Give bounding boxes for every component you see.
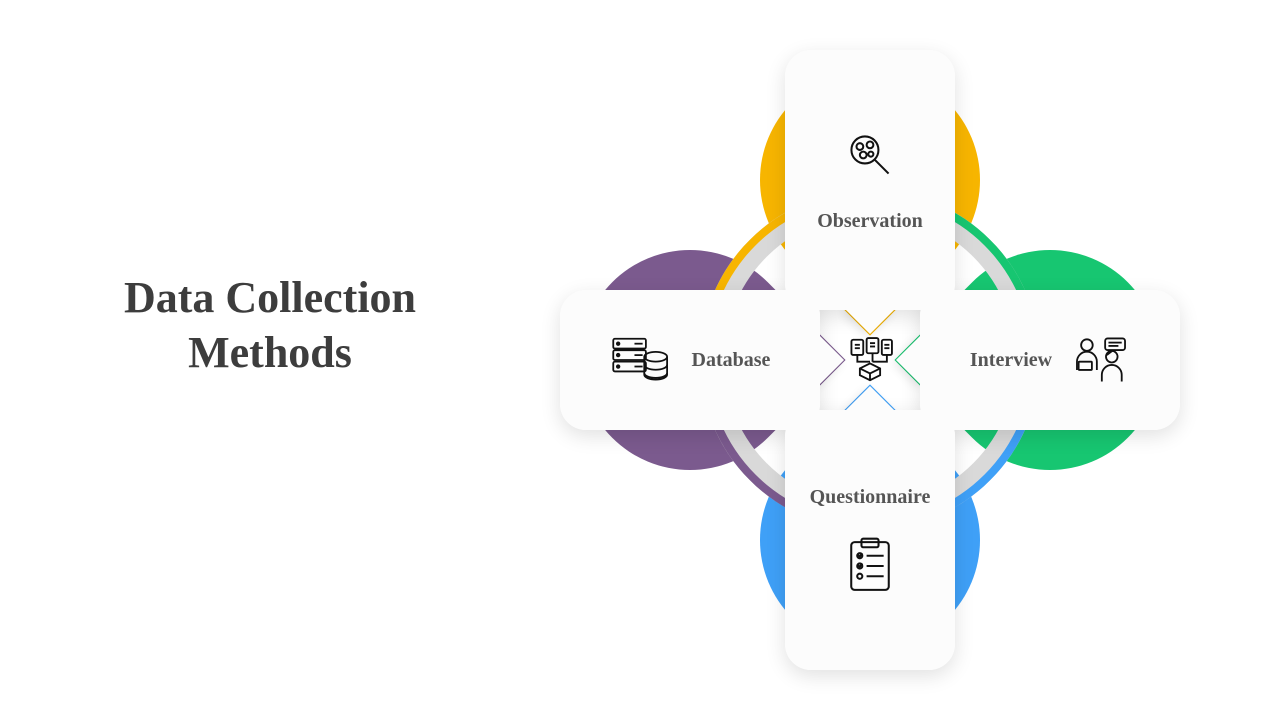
card-questionnaire-label: Questionnaire — [810, 486, 931, 509]
card-interview: Interview — [920, 290, 1180, 430]
card-questionnaire: Questionnaire — [785, 410, 955, 670]
card-observation: Observation — [785, 50, 955, 310]
card-database-label: Database — [692, 349, 771, 372]
questionnaire-icon — [845, 537, 895, 595]
observation-icon — [843, 128, 897, 182]
interview-icon — [1072, 333, 1130, 387]
card-database: Database — [560, 290, 820, 430]
database-icon — [610, 333, 672, 387]
card-observation-label: Observation — [817, 210, 923, 233]
card-interview-label: Interview — [970, 349, 1052, 372]
methods-diagram: Observation Interview — [520, 40, 1220, 680]
slide-canvas: Data Collection Methods — [0, 0, 1280, 720]
slide-title: Data Collection Methods — [60, 270, 480, 380]
data-collection-hub-icon — [840, 330, 900, 390]
